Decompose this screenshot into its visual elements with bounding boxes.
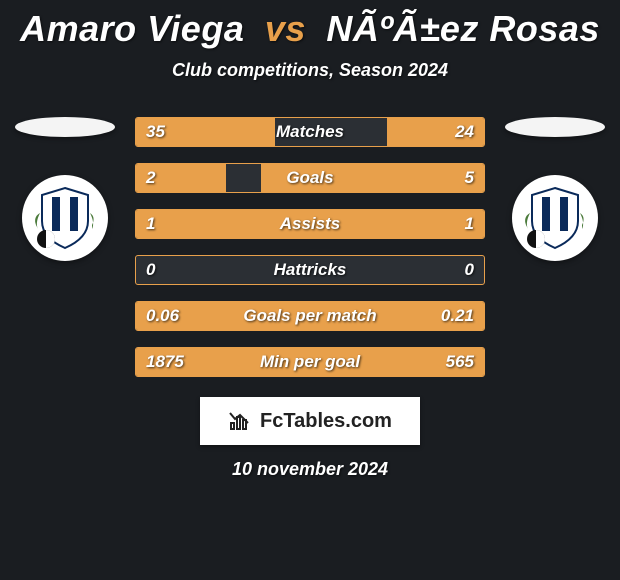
stat-row: 35Matches24 bbox=[135, 117, 485, 147]
comparison-card: Amaro Viega vs NÃºÃ±ez Rosas Club compet… bbox=[0, 0, 620, 480]
player2-club-badge bbox=[512, 175, 598, 261]
date-text: 10 november 2024 bbox=[232, 459, 388, 480]
club-crest-icon bbox=[30, 183, 100, 253]
stat-value-right: 0 bbox=[465, 260, 474, 280]
stat-value-right: 24 bbox=[455, 122, 474, 142]
stat-row: 2Goals5 bbox=[135, 163, 485, 193]
player1-club-badge bbox=[22, 175, 108, 261]
main-area: 35Matches24 2Goals5 1Assists1 0Hattricks0 0.… bbox=[0, 117, 620, 377]
stat-row: 1Assists1 bbox=[135, 209, 485, 239]
player2-name: NÃºÃ±ez Rosas bbox=[326, 8, 599, 49]
footer: FcTables.com 10 november 2024 bbox=[200, 397, 420, 480]
title: Amaro Viega vs NÃºÃ±ez Rosas bbox=[20, 8, 600, 50]
brand-text: FcTables.com bbox=[260, 410, 392, 433]
stat-label: Min per goal bbox=[136, 352, 484, 372]
player2-side bbox=[505, 117, 605, 261]
stat-row: 1875Min per goal565 bbox=[135, 347, 485, 377]
player1-side bbox=[15, 117, 115, 261]
club-crest-icon bbox=[520, 183, 590, 253]
stat-value-right: 5 bbox=[465, 168, 474, 188]
player1-name: Amaro Viega bbox=[20, 8, 244, 49]
stats-column: 35Matches24 2Goals5 1Assists1 0Hattricks0 0.… bbox=[135, 117, 485, 377]
player2-country-flag bbox=[505, 117, 605, 137]
chart-icon bbox=[228, 409, 252, 433]
stat-label: Assists bbox=[136, 214, 484, 234]
stat-value-right: 565 bbox=[446, 352, 474, 372]
stat-label: Matches bbox=[136, 122, 484, 142]
stat-value-right: 0.21 bbox=[441, 306, 474, 326]
player1-country-flag bbox=[15, 117, 115, 137]
stat-label: Goals bbox=[136, 168, 484, 188]
title-vs: vs bbox=[265, 8, 306, 49]
subtitle: Club competitions, Season 2024 bbox=[172, 60, 448, 81]
stat-row: 0Hattricks0 bbox=[135, 255, 485, 285]
stat-label: Hattricks bbox=[136, 260, 484, 280]
stat-label: Goals per match bbox=[136, 306, 484, 326]
stat-row: 0.06Goals per match0.21 bbox=[135, 301, 485, 331]
stat-value-right: 1 bbox=[465, 214, 474, 234]
brand-box[interactable]: FcTables.com bbox=[200, 397, 420, 445]
